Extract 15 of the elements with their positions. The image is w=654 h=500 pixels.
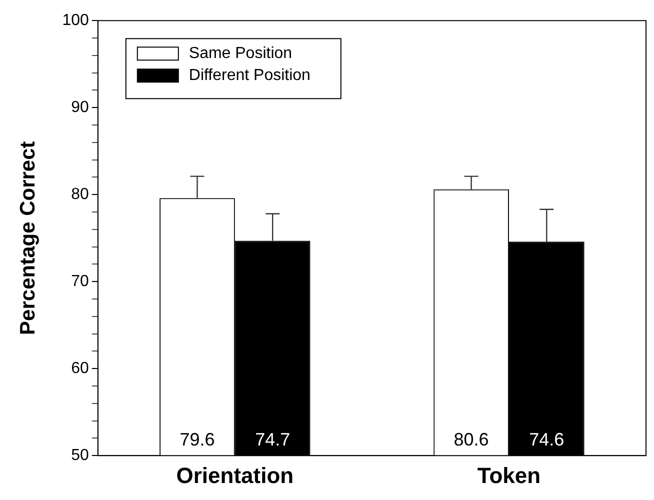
data-label: 74.6 <box>529 430 564 450</box>
data-label: 80.6 <box>454 430 489 450</box>
legend-label: Different Position <box>188 67 310 84</box>
y-tick-label: 80 <box>71 186 89 204</box>
y-tick-label: 90 <box>71 99 89 116</box>
y-tick-label: 70 <box>71 273 89 290</box>
y-axis-title: Percentage Correct <box>16 141 40 335</box>
y-tick-label: 60 <box>71 360 89 378</box>
data-label: 79.6 <box>180 430 215 450</box>
legend-label: Same Position <box>188 45 292 62</box>
y-tick-label: 50 <box>71 447 89 464</box>
y-tick-label: 100 <box>62 12 89 30</box>
x-tick-label: Orientation <box>176 462 294 488</box>
data-label: 74.7 <box>255 430 290 450</box>
x-tick-label: Token <box>477 462 541 488</box>
